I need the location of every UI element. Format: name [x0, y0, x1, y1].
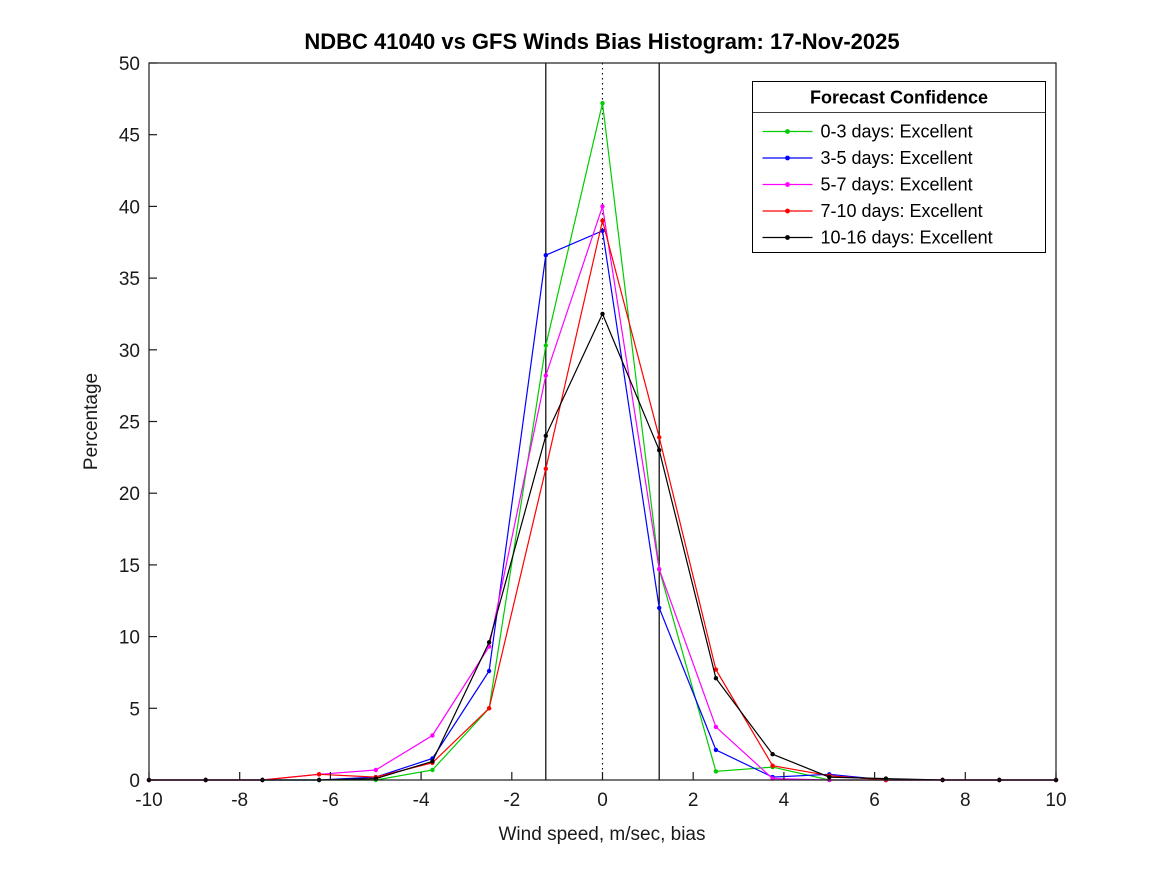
- legend-item-label-4: 10-16 days: Excellent: [821, 228, 993, 248]
- x-tick-label: 8: [960, 790, 971, 811]
- y-tick-label: 10: [119, 628, 140, 649]
- x-tick-label: 10: [1045, 790, 1066, 811]
- series-marker-2: [657, 567, 662, 572]
- x-tick-label: -8: [231, 790, 248, 811]
- series-marker-1: [543, 253, 548, 258]
- legend-box: [752, 81, 1046, 253]
- series-marker-1: [657, 605, 662, 611]
- y-axis-label: Percentage: [81, 373, 102, 470]
- series-marker-4: [770, 752, 775, 757]
- series-marker-4: [713, 676, 719, 681]
- series-marker-4: [827, 774, 832, 780]
- series-marker-3: [316, 772, 322, 777]
- y-tick-label: 25: [119, 413, 140, 434]
- legend-sample-marker-4: [785, 235, 790, 240]
- x-tick-label: 6: [869, 790, 880, 811]
- y-tick-label: 50: [119, 54, 140, 75]
- x-tick-label: -2: [503, 790, 520, 811]
- series-marker-2: [430, 733, 435, 738]
- plot-area: -10 -8 -6 -4 -2 0 2 4 6 8 10 0 5 10 15 20 25 30 35 40 45 50: [119, 54, 1067, 811]
- y-tick-label: 20: [119, 484, 140, 505]
- x-tick-label: 4: [779, 790, 790, 811]
- y-tick-label: 35: [119, 269, 140, 290]
- series-marker-3: [770, 763, 775, 768]
- series-marker-0: [600, 101, 605, 106]
- legend-item-label-0: 0-3 days: Excellent: [821, 122, 973, 142]
- series-marker-3: [713, 667, 719, 672]
- series-marker-2: [373, 767, 378, 773]
- legend-item-label-3: 7-10 days: Excellent: [821, 201, 983, 221]
- series-marker-4: [600, 311, 605, 317]
- x-axis-label: Wind speed, m/sec, bias: [499, 824, 706, 845]
- x-tick-label: -6: [322, 790, 339, 811]
- y-tick-label: 30: [119, 341, 140, 362]
- legend-sample-marker-0: [785, 129, 790, 134]
- series-line-3: [149, 220, 1056, 781]
- series-marker-0: [713, 769, 719, 774]
- y-tick-label: 40: [119, 197, 140, 218]
- x-tick-label: -4: [413, 790, 430, 811]
- series-marker-1: [486, 668, 492, 674]
- series-marker-4: [486, 640, 492, 645]
- series-marker-2: [543, 373, 548, 378]
- series-marker-3: [486, 706, 492, 711]
- legend-sample-marker-2: [785, 182, 790, 187]
- series-marker-1: [600, 228, 605, 233]
- legend-sample-marker-3: [785, 208, 790, 214]
- x-tick-label: 2: [688, 790, 699, 811]
- series-marker-3: [657, 435, 662, 440]
- legend-item-label-1: 3-5 days: Excellent: [821, 148, 973, 168]
- chart-title: NDBC 41040 vs GFS Winds Bias Histogram: …: [304, 29, 899, 54]
- series-marker-3: [600, 218, 605, 223]
- series-marker-0: [543, 343, 548, 348]
- y-tick-label: 0: [129, 771, 140, 792]
- legend-item-label-2: 5-7 days: Excellent: [821, 175, 973, 195]
- series-marker-0: [430, 767, 435, 773]
- y-tick-label: 5: [129, 699, 140, 720]
- series-marker-4: [430, 759, 435, 764]
- series-marker-1: [713, 747, 719, 753]
- legend-sample-marker-1: [785, 155, 790, 161]
- y-tick-label: 15: [119, 556, 140, 577]
- y-tick-label: 45: [119, 126, 140, 147]
- legend-title: Forecast Confidence: [810, 88, 988, 108]
- x-tick-label: 0: [597, 790, 608, 811]
- series-marker-3: [543, 466, 548, 471]
- series-marker-2: [600, 204, 605, 209]
- series-marker-4: [657, 448, 662, 453]
- series-marker-4: [543, 433, 548, 438]
- legend: Forecast Confidence 0-3 days: Excellent 3-…: [752, 81, 1046, 253]
- series-marker-2: [713, 724, 719, 730]
- x-tick-label: -10: [135, 790, 162, 811]
